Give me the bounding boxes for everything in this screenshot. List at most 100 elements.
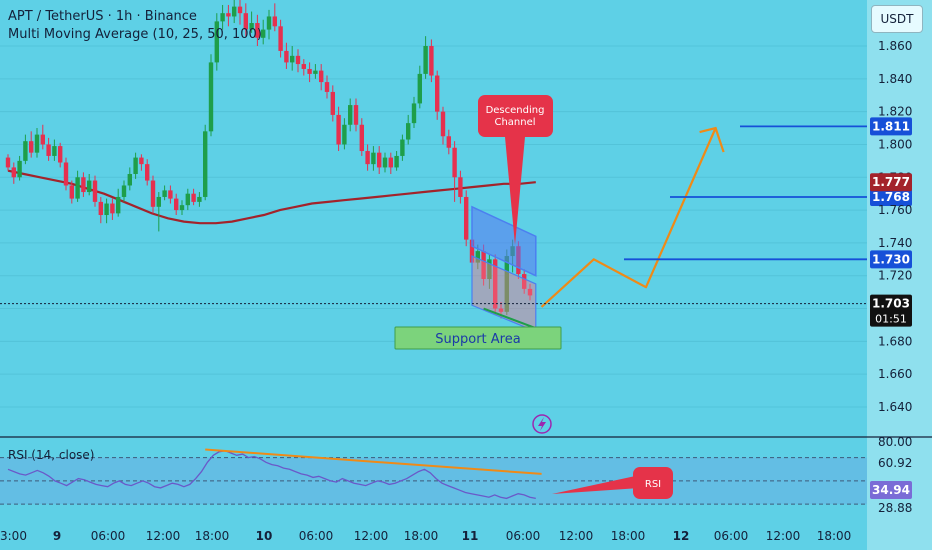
candle [11, 162, 16, 184]
candle [487, 254, 492, 289]
indicator-title[interactable]: Multi Moving Average (10, 25, 50, 100) [8, 27, 262, 42]
candle-body [261, 29, 266, 38]
candle [255, 14, 260, 46]
candle-body [127, 173, 132, 186]
candle-body [382, 157, 388, 168]
candle [348, 98, 353, 132]
candle [330, 85, 335, 122]
candle-body [319, 70, 324, 83]
candle [104, 198, 109, 224]
candle-body [307, 68, 312, 74]
price-tick-label: 1.840 [878, 72, 912, 86]
candle [446, 129, 451, 155]
candle [58, 142, 63, 168]
price-tick-label: 1.860 [878, 39, 912, 53]
candle [63, 157, 69, 191]
time-tick-label: 10 [256, 529, 273, 543]
candle-body [98, 201, 103, 216]
support-line [483, 307, 537, 330]
rsi-divergence-line [205, 448, 542, 475]
candle [301, 59, 306, 76]
candle-body [272, 16, 277, 27]
levels-layer: 1.811 1.768 1.730 [624, 117, 912, 269]
candle-body [429, 46, 434, 76]
candle-body [400, 139, 405, 156]
candle-body [284, 50, 289, 63]
candle-body [295, 55, 301, 65]
candle-body [440, 111, 446, 137]
candle-body [58, 146, 63, 163]
price-badge [870, 173, 912, 192]
candle [162, 185, 167, 201]
candle-body [452, 147, 457, 178]
candle-body [220, 13, 225, 22]
candle-body [156, 196, 161, 207]
candle [359, 118, 364, 156]
price-tick-label: 1.740 [878, 236, 912, 250]
candle [34, 128, 40, 158]
candle-body [162, 190, 167, 197]
rsi-pane: RSI 80.00 60.92 34.94 28.88 [0, 435, 912, 515]
candle [116, 188, 121, 217]
candle-body [23, 141, 28, 161]
candle-body [522, 274, 527, 289]
time-tick-label: 06:00 [506, 529, 541, 543]
time-tick-label: 12:00 [354, 529, 389, 543]
candle-body [29, 141, 34, 153]
candle [527, 283, 533, 301]
candle-body [365, 151, 370, 165]
candle-body [527, 288, 533, 296]
candle [324, 75, 330, 99]
candle [81, 172, 86, 197]
candle-body [469, 239, 475, 263]
candle [87, 173, 92, 196]
candle-body [208, 62, 214, 132]
projection-path [540, 127, 717, 308]
candle-body [458, 177, 463, 197]
price-badge [870, 294, 912, 327]
candle [156, 192, 161, 232]
candle-body [504, 256, 509, 312]
candle [5, 154, 11, 171]
candle-body [313, 70, 318, 74]
time-tick-label: 18:00 [611, 529, 646, 543]
symbol-title[interactable]: APT / TetherUS · 1h · Binance [8, 9, 197, 24]
candle-body [255, 23, 260, 38]
price-tick-label: 1.680 [878, 334, 912, 348]
candle [464, 190, 469, 247]
candle-body [110, 203, 115, 214]
candle [313, 64, 318, 79]
candle [168, 185, 173, 204]
rsi-callout-label: RSI [645, 479, 661, 490]
candle [17, 155, 22, 181]
price-tick-label: 1.660 [878, 367, 912, 381]
candle [191, 188, 196, 206]
candle-body [388, 157, 393, 168]
candle-body [498, 308, 504, 312]
candle [435, 70, 440, 120]
candle-body [290, 55, 295, 63]
candle-body [336, 114, 341, 145]
candle-body [475, 251, 480, 263]
currency-button[interactable]: USDT [871, 5, 923, 33]
candle-body [371, 152, 376, 165]
candle [23, 134, 28, 165]
candle-body [406, 123, 411, 140]
candle-body [446, 136, 451, 148]
price-tick-label: 1.720 [878, 269, 912, 283]
rsi-current-label: 34.94 [872, 483, 910, 497]
candle-body [52, 146, 57, 156]
rsi-callout-pointer [552, 475, 640, 494]
channel-callout-box [478, 95, 553, 137]
candle [133, 152, 138, 179]
time-tick-label: 06:00 [714, 529, 749, 543]
candle [69, 180, 74, 204]
candle-body [145, 164, 150, 181]
candle-body [423, 46, 428, 74]
candle [295, 49, 301, 73]
time-tick-label: 18:00 [195, 529, 230, 543]
rsi-indicator-title[interactable]: RSI (14, close) [8, 448, 95, 462]
level-badge [870, 187, 912, 206]
